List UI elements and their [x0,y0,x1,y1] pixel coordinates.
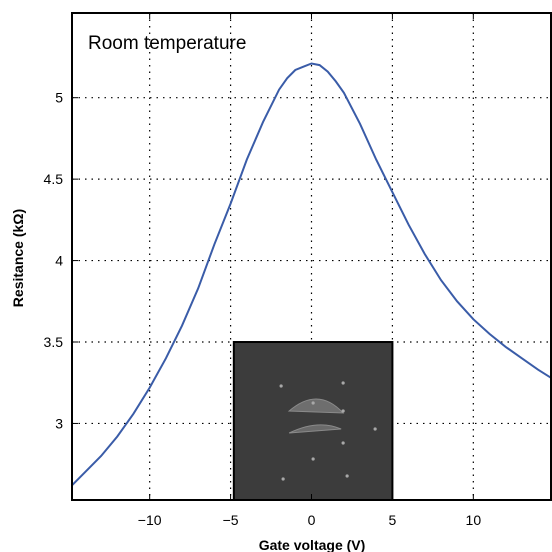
inset-dot [341,381,345,385]
inset-image [232,341,394,501]
inset-flake-lower [288,424,342,434]
resistance-curve [71,62,552,487]
inset-frame [232,341,394,501]
y-tick-label: 3 [55,415,63,431]
x-tick-label: 0 [308,512,316,528]
inset-dot [345,474,349,478]
inset-dot [279,384,283,388]
y-tick-label: 4.5 [44,171,64,187]
x-axis-title: Gate voltage (V) [259,537,366,552]
y-tick-label: 5 [55,90,63,106]
x-tick-label: −10 [138,512,162,528]
y-tick-label: 3.5 [44,334,64,350]
x-tick-label: 10 [466,512,482,528]
x-tick-label: −5 [223,512,239,528]
annotation-label: Room temperature [88,33,246,54]
inset-dot [341,409,345,413]
inset-dot [341,441,345,445]
y-axis-title: Resitance (kΩ) [10,209,26,307]
ticks: −10 −5 0 5 10 3 3.5 4 4.5 5 [44,13,482,528]
inset-dot [373,427,377,431]
inset-dot [311,401,315,405]
inset-flake-upper [287,398,345,414]
y-tick-label: 4 [55,253,63,269]
x-tick-label: 5 [389,512,397,528]
inset-dot [281,477,285,481]
inset-dot [311,457,315,461]
